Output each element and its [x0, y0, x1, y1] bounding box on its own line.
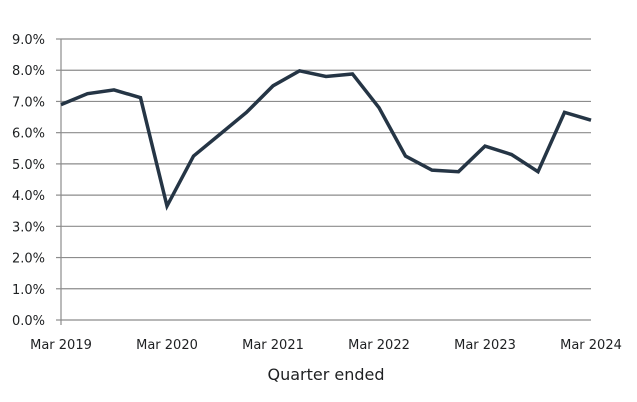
series-group [60, 69, 592, 211]
series-line [60, 69, 592, 211]
x-tick-label: Mar 2021 [242, 338, 304, 353]
y-tick-label: 9.0% [12, 33, 45, 48]
x-tick-label: Mar 2020 [136, 338, 198, 353]
x-axis-label: Quarter ended [267, 365, 384, 384]
y-tick-label: 0.0% [12, 314, 45, 329]
x-axis-ticks: Mar 2019 Mar 2020 Mar 2021 Mar 2022 Mar 2023… [30, 338, 622, 353]
y-tick-label: 6.0% [12, 127, 45, 142]
y-tick-label: 2.0% [12, 252, 45, 267]
y-axis-ticks: 0.0% 1.0% 2.0% 3.0% 4.0% 5.0% 6.0% 7.0% 8.0% 9.0% [12, 33, 45, 329]
y-tick-label: 1.0% [12, 283, 45, 298]
x-tick-label: Mar 2024 [560, 338, 622, 353]
gridlines [56, 38, 591, 325]
y-tick-label: 3.0% [12, 220, 45, 235]
y-tick-label: 8.0% [12, 64, 45, 79]
x-tick-label: Mar 2019 [30, 338, 92, 353]
y-tick-label: 7.0% [12, 95, 45, 110]
y-tick-label: 4.0% [12, 189, 45, 204]
x-tick-label: Mar 2022 [348, 338, 410, 353]
y-tick-label: 5.0% [12, 158, 45, 173]
x-tick-label: Mar 2023 [454, 338, 516, 353]
